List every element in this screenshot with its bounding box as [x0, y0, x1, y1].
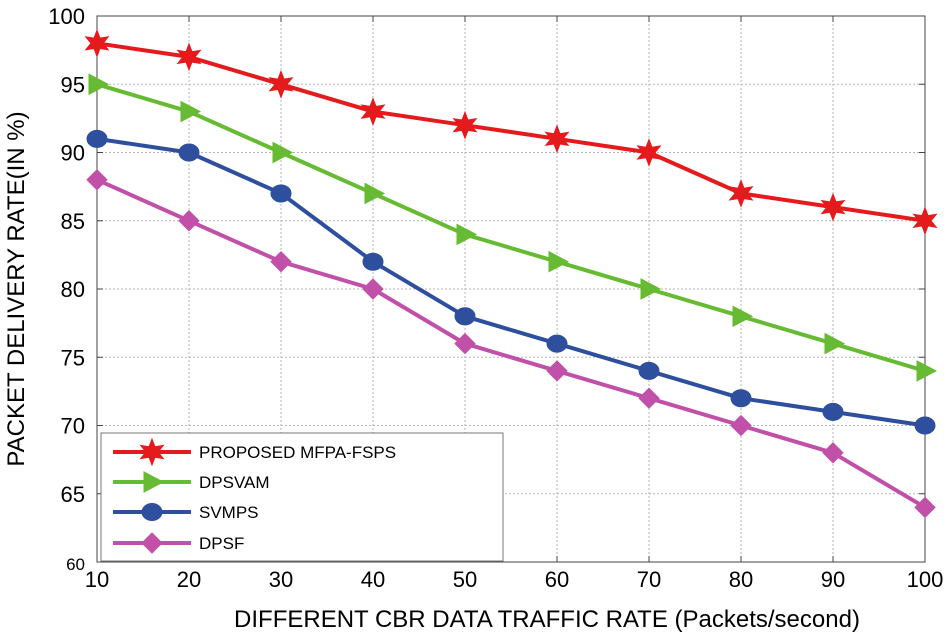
legend-entry: DPSF: [113, 532, 244, 554]
data-point-svmps: [822, 402, 844, 421]
y-tick-label: 70: [61, 414, 85, 439]
x-tick-label: 100: [907, 567, 944, 592]
y-axis-title: PACKET DELIVERY RATE(IN %): [3, 111, 30, 466]
data-point-svmps: [914, 416, 936, 435]
x-tick-label: 20: [177, 567, 201, 592]
data-point-dpsvam: [180, 100, 202, 123]
x-tick-label: 70: [637, 567, 661, 592]
series-dpsf: [86, 169, 936, 519]
legend-entry: DPSVAM: [113, 471, 270, 493]
data-point-proposed-mfpa-fsps: [728, 178, 754, 208]
data-point-dpsf: [638, 387, 660, 409]
legend-entry: SVMPS: [113, 503, 259, 522]
data-point-svmps: [638, 361, 660, 380]
data-point-dpsf: [454, 332, 476, 355]
series-lines: [84, 28, 938, 519]
x-tick-label: 10: [85, 567, 109, 592]
x-axis-title: DIFFERENT CBR DATA TRAFFIC RATE (Packets…: [234, 606, 860, 633]
axis-ticks: 10 20 30 40 50 60 70 80 90 100 60 65 70 75 80 85 90 95 100: [48, 4, 943, 592]
legend-marker: [141, 532, 163, 554]
data-point-dpsvam: [456, 223, 478, 246]
data-point-svmps: [86, 129, 108, 148]
x-tick-label: 80: [729, 567, 753, 592]
data-point-proposed-mfpa-fsps: [360, 97, 386, 127]
data-point-dpsf: [914, 496, 936, 519]
series-line-proposed-mfpa-fsps: [96, 41, 926, 223]
data-point-proposed-mfpa-fsps: [636, 138, 662, 167]
y-tick-label: 60: [66, 555, 85, 574]
data-point-proposed-mfpa-fsps: [268, 69, 294, 99]
data-point-dpsvam: [88, 73, 110, 96]
data-point-dpsf: [362, 278, 384, 300]
data-point-proposed-mfpa-fsps: [452, 110, 478, 140]
x-tick-label: 30: [269, 567, 293, 592]
data-point-svmps: [454, 307, 476, 326]
x-tick-label: 40: [361, 567, 385, 592]
legend-label: PROPOSED MFPA-FSPS: [199, 443, 396, 462]
data-point-svmps: [178, 143, 200, 162]
legend-label: DPSF: [199, 534, 244, 553]
series-svmps: [86, 129, 936, 435]
legend-label: DPSVAM: [199, 473, 270, 492]
y-tick-label: 90: [61, 141, 85, 166]
data-point-proposed-mfpa-fsps: [176, 42, 202, 72]
data-point-proposed-mfpa-fsps: [84, 28, 110, 58]
legend-box: [100, 432, 504, 562]
data-point-svmps: [270, 184, 292, 203]
data-point-dpsf: [822, 442, 844, 464]
data-point-dpsvam: [272, 141, 294, 164]
data-point-dpsvam: [364, 182, 386, 205]
series-line-dpsvam: [96, 82, 926, 373]
y-tick-label: 80: [61, 277, 85, 302]
data-point-dpsvam: [640, 278, 662, 300]
x-tick-label: 90: [821, 567, 845, 592]
data-point-dpsvam: [732, 305, 754, 328]
y-tick-label: 95: [61, 72, 85, 97]
data-point-proposed-mfpa-fsps: [912, 206, 938, 236]
legend-marker: [139, 437, 165, 467]
x-tick-label: 60: [545, 567, 569, 592]
series-line-svmps: [96, 136, 926, 428]
data-point-svmps: [730, 389, 752, 408]
data-point-dpsvam: [548, 250, 570, 273]
data-point-proposed-mfpa-fsps: [820, 192, 846, 222]
data-point-proposed-mfpa-fsps: [544, 124, 570, 154]
legend-marker: [143, 471, 165, 493]
y-tick-label: 85: [61, 209, 85, 234]
data-point-dpsvam: [916, 360, 938, 382]
legend: PROPOSED MFPA-FSPS DPSVAM SVMPS DPSF: [100, 432, 504, 562]
y-tick-label: 100: [48, 4, 85, 29]
x-tick-label: 50: [453, 567, 477, 592]
series-proposed-mfpa-fsps: [84, 28, 938, 236]
legend-label: SVMPS: [199, 503, 259, 522]
data-point-dpsf: [546, 360, 568, 382]
series-line-dpsf: [96, 177, 927, 510]
series-dpsvam: [88, 73, 938, 382]
data-point-dpsvam: [824, 332, 846, 355]
legend-entry: PROPOSED MFPA-FSPS: [113, 437, 396, 467]
legend-marker: [141, 503, 163, 521]
data-point-dpsf: [270, 250, 292, 273]
y-tick-label: 65: [61, 482, 85, 507]
data-point-svmps: [362, 252, 384, 271]
y-tick-label: 75: [61, 345, 85, 370]
data-point-dpsf: [178, 210, 200, 232]
data-point-dpsf: [730, 414, 752, 437]
data-point-svmps: [546, 334, 568, 353]
data-point-dpsf: [86, 169, 108, 191]
